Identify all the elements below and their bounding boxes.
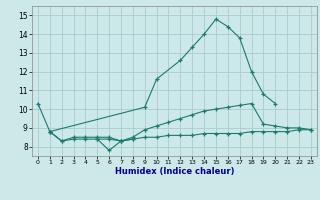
X-axis label: Humidex (Indice chaleur): Humidex (Indice chaleur) (115, 167, 234, 176)
